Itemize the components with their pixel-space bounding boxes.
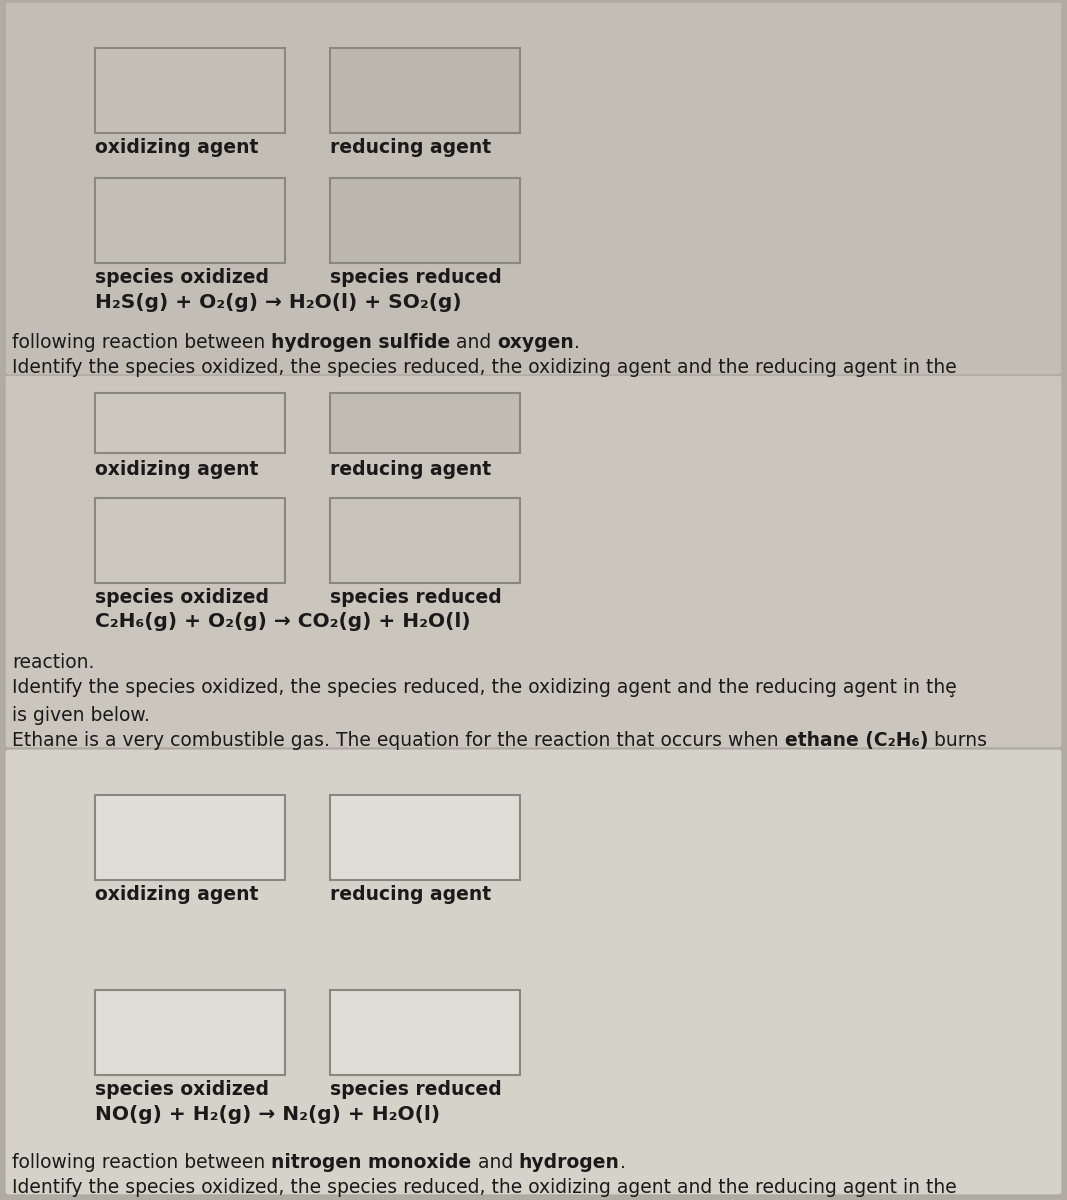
Bar xyxy=(330,178,520,263)
Bar xyxy=(95,990,285,1075)
Text: species oxidized: species oxidized xyxy=(95,588,269,607)
Text: oxidizing agent: oxidizing agent xyxy=(95,886,258,904)
Text: H₂S(g) + O₂(g) → H₂O(l) + SO₂(g): H₂S(g) + O₂(g) → H₂O(l) + SO₂(g) xyxy=(95,293,462,312)
Bar xyxy=(95,498,285,583)
Bar xyxy=(330,794,520,880)
FancyBboxPatch shape xyxy=(5,374,1062,748)
Text: C₂H₆(g) + O₂(g) → CO₂(g) + H₂O(l): C₂H₆(g) + O₂(g) → CO₂(g) + H₂O(l) xyxy=(95,612,471,631)
Text: burns: burns xyxy=(928,731,987,750)
Text: Identify the species oxidized, the species reduced, the oxidizing agent and the : Identify the species oxidized, the speci… xyxy=(12,678,957,697)
Text: species oxidized: species oxidized xyxy=(95,268,269,287)
Text: NO(g) + H₂(g) → N₂(g) + H₂O(l): NO(g) + H₂(g) → N₂(g) + H₂O(l) xyxy=(95,1105,440,1124)
Text: species reduced: species reduced xyxy=(330,1080,501,1099)
Text: oxidizing agent: oxidizing agent xyxy=(95,460,258,479)
Text: is given below.: is given below. xyxy=(12,706,149,725)
Text: Ethane is a very combustible gas. The equation for the reaction that occurs when: Ethane is a very combustible gas. The eq… xyxy=(12,731,784,750)
Text: oxidizing agent: oxidizing agent xyxy=(95,138,258,157)
Text: and: and xyxy=(472,1153,519,1172)
Bar xyxy=(95,178,285,263)
Text: species oxidized: species oxidized xyxy=(95,1080,269,1099)
FancyBboxPatch shape xyxy=(5,2,1062,374)
Bar xyxy=(95,392,285,452)
Bar xyxy=(330,48,520,133)
Text: .: . xyxy=(574,332,580,352)
Text: reaction.: reaction. xyxy=(12,653,94,672)
Bar xyxy=(95,794,285,880)
Text: nitrogen monoxide: nitrogen monoxide xyxy=(271,1153,472,1172)
Text: following reaction between: following reaction between xyxy=(12,332,271,352)
Bar xyxy=(330,392,520,452)
Text: species reduced: species reduced xyxy=(330,588,501,607)
FancyBboxPatch shape xyxy=(5,749,1062,1195)
Text: .: . xyxy=(620,1153,625,1172)
Text: following reaction between: following reaction between xyxy=(12,1153,271,1172)
Text: and: and xyxy=(450,332,497,352)
Text: reducing agent: reducing agent xyxy=(330,138,491,157)
Text: species reduced: species reduced xyxy=(330,268,501,287)
Bar xyxy=(330,990,520,1075)
Text: oxygen: oxygen xyxy=(497,332,574,352)
Bar xyxy=(330,498,520,583)
Bar xyxy=(95,48,285,133)
Text: reducing agent: reducing agent xyxy=(330,886,491,904)
Text: hydrogen: hydrogen xyxy=(519,1153,620,1172)
Text: hydrogen sulfide: hydrogen sulfide xyxy=(271,332,450,352)
Text: Identify the species oxidized, the species reduced, the oxidizing agent and the : Identify the species oxidized, the speci… xyxy=(12,358,957,377)
Text: ethane (C₂H₆): ethane (C₂H₆) xyxy=(784,731,928,750)
Text: reducing agent: reducing agent xyxy=(330,460,491,479)
Text: Identify the species oxidized, the species reduced, the oxidizing agent and the : Identify the species oxidized, the speci… xyxy=(12,1178,957,1198)
